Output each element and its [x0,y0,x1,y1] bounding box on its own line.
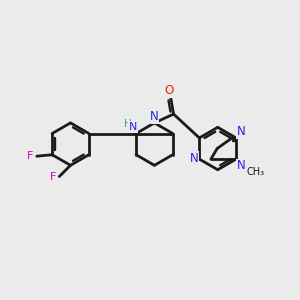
Text: N: N [129,122,137,132]
Text: N: N [150,110,159,123]
Text: N: N [237,125,246,138]
Text: N: N [190,152,198,165]
Text: N: N [237,159,246,172]
Text: H: H [124,119,132,129]
Text: F: F [27,151,34,161]
Text: CH₃: CH₃ [247,167,265,177]
Text: F: F [50,172,56,182]
Text: O: O [164,84,174,97]
